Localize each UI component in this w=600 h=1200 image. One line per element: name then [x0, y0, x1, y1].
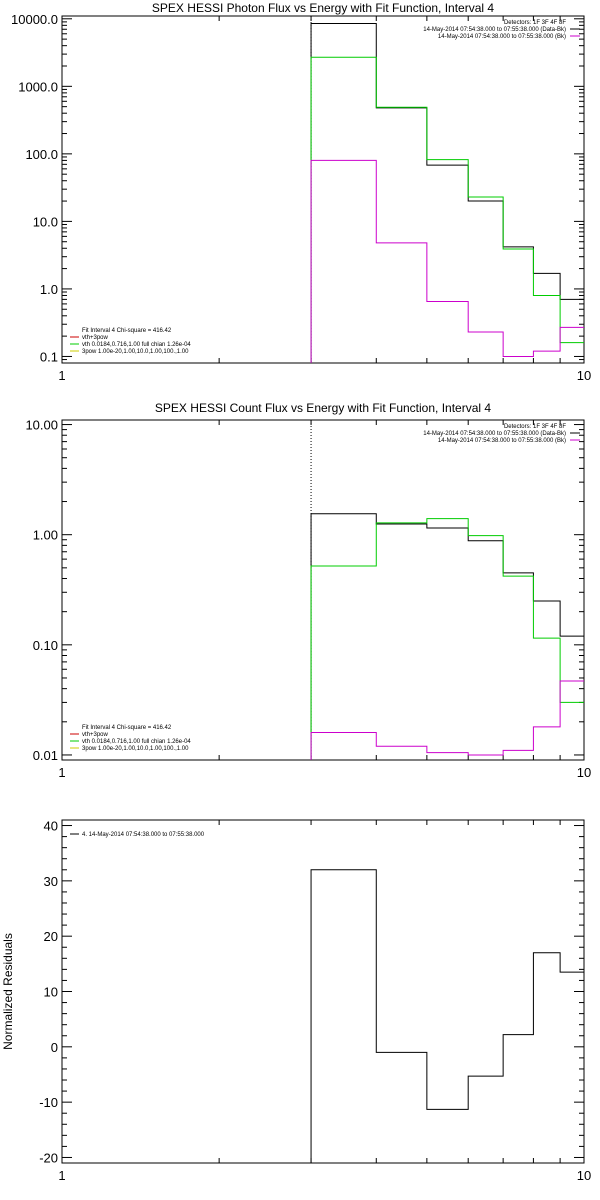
y-tick-label: 10000.0	[11, 12, 58, 27]
x-tick-label: 1	[58, 1168, 65, 1183]
plot-area	[310, 16, 584, 363]
x-tick-label: 1	[58, 368, 65, 383]
y-tick-label: 0.10	[33, 638, 58, 653]
legend-entry-label: Fit Interval 4 Chi-square = 416.42	[82, 725, 172, 731]
series-step-line-1	[310, 23, 584, 363]
y-tick-label: -20	[39, 1150, 58, 1165]
chart-title: SPEX HESSI Photon Flux vs Energy with Fi…	[152, 1, 494, 15]
legend-entry-label: Fit Interval 4 Chi-square = 416.42	[82, 328, 172, 334]
plot-frame	[61, 419, 585, 761]
legend-bottom-left: Fit Interval 4 Chi-square = 416.42vth+3p…	[70, 725, 191, 752]
series-step-line-1	[310, 869, 584, 1163]
y-tick-label: 40	[44, 819, 58, 834]
y-tick-label: 10.0	[33, 214, 58, 229]
y-tick-label: 1.00	[33, 528, 58, 543]
y-tick-label: 0.01	[33, 748, 58, 763]
legend-bottom-left: Fit Interval 4 Chi-square = 416.42vth+3p…	[70, 328, 191, 355]
x-tick-label: 10	[577, 1168, 591, 1183]
chart-panel-3: 1 10 -20 -10 0 10 20 30 40 Normalized Residuals 4.…	[1, 819, 591, 1183]
y-axis-label: Normalized Residuals	[1, 933, 15, 1050]
plot-area	[310, 869, 584, 1163]
y-tick-label: 10.00	[25, 418, 58, 433]
y-tick-label: 0	[51, 1040, 58, 1055]
y-tick-label: 1000.0	[18, 79, 58, 94]
legend-entry-label: 4. 14-May-2014 07:54:38.000 to 07:55:38.…	[82, 832, 205, 838]
chart-panel-2: SPEX HESSI Count Flux vs Energy with Fit…	[25, 401, 591, 780]
plot-frame	[61, 819, 585, 1164]
legend-entry-label: 14-May-2014 07:54:38.000 to 07:55:38.000…	[423, 27, 566, 33]
legend-entry-label: vth 0.0184,0.716,1.00 full chian 1.26e-0…	[82, 342, 191, 348]
y-tick-label: -10	[39, 1095, 58, 1110]
legend-top-left: 4. 14-May-2014 07:54:38.000 to 07:55:38.…	[70, 832, 205, 838]
legend-entry-label: 3pow 1.00e-20,1.00,10.0,1.00,100.,1.00	[82, 746, 189, 752]
legend-entry-label: Detectors: 1F 3F 4F 8F	[504, 20, 566, 26]
series-step-line-1	[310, 513, 584, 760]
legend-entry-label: 14-May-2014 07:54:38.000 to 07:55:38.000…	[438, 34, 566, 40]
plot-area	[310, 420, 584, 760]
y-tick-label: 30	[44, 874, 58, 889]
legend-entry-label: Detectors: 1F 3F 4F 8F	[504, 424, 566, 430]
legend-entry-label: 14-May-2014 07:54:38.000 to 07:55:38.000…	[438, 438, 566, 444]
y-tick-label: 100.0	[25, 147, 58, 162]
series-step-line-3	[310, 159, 584, 363]
legend-entry-label: 3pow 1.00e-20,1.00,10.0,1.00,100.,1.00	[82, 349, 189, 355]
legend-entry-label: vth 0.0184,0.716,1.00 full chian 1.26e-0…	[82, 739, 191, 745]
series-step-line-2	[310, 518, 584, 760]
legend-entry-label: vth+3pow	[82, 732, 109, 738]
y-tick-label: 20	[44, 929, 58, 944]
x-tick-label: 10	[577, 368, 591, 383]
x-tick-label: 1	[58, 765, 65, 780]
legend-entry-label: 14-May-2014 07:54:38.000 to 07:55:38.000…	[423, 431, 566, 437]
series-step-line-2	[310, 56, 584, 363]
y-tick-label: 10	[44, 985, 58, 1000]
y-tick-label: 0.1	[40, 349, 58, 364]
chart-title: SPEX HESSI Count Flux vs Energy with Fit…	[155, 401, 491, 415]
legend-entry-label: vth+3pow	[82, 335, 109, 341]
plot-frame	[61, 15, 585, 364]
chart-panel-1: SPEX HESSI Photon Flux vs Energy with Fi…	[11, 1, 591, 383]
x-tick-label: 10	[577, 765, 591, 780]
series-step-line-3	[310, 680, 584, 760]
y-tick-label: 1.0	[40, 282, 58, 297]
